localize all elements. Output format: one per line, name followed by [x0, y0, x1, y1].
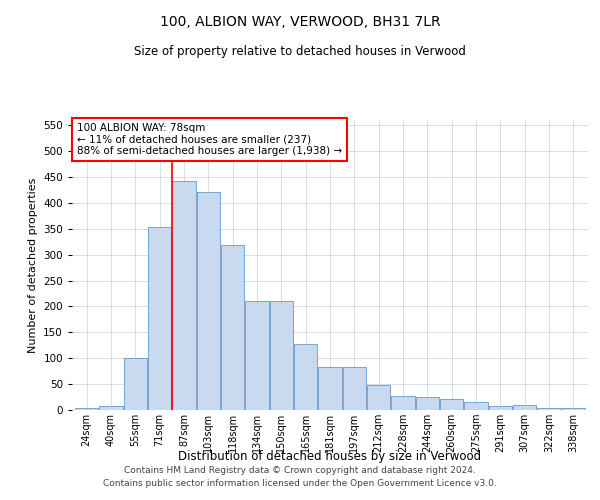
Bar	[124, 358, 147, 410]
Text: 100 ALBION WAY: 78sqm
← 11% of detached houses are smaller (237)
88% of semi-det: 100 ALBION WAY: 78sqm ← 11% of detached …	[77, 123, 342, 156]
Bar	[538, 408, 560, 410]
Bar	[489, 406, 512, 410]
Text: Size of property relative to detached houses in Verwood: Size of property relative to detached ho…	[134, 45, 466, 58]
Bar	[245, 301, 269, 410]
Bar	[416, 397, 439, 410]
Bar	[367, 385, 390, 410]
Bar	[75, 408, 98, 410]
Text: Distribution of detached houses by size in Verwood: Distribution of detached houses by size …	[178, 450, 482, 463]
Bar	[100, 406, 122, 410]
Bar	[391, 396, 415, 410]
Bar	[562, 408, 585, 410]
Bar	[343, 367, 366, 410]
Y-axis label: Number of detached properties: Number of detached properties	[28, 178, 38, 352]
Bar	[319, 367, 341, 410]
Bar	[464, 402, 488, 410]
Bar	[148, 227, 171, 410]
Bar	[221, 245, 244, 410]
Text: Contains HM Land Registry data © Crown copyright and database right 2024.
Contai: Contains HM Land Registry data © Crown c…	[103, 466, 497, 487]
Bar	[440, 399, 463, 410]
Text: 100, ALBION WAY, VERWOOD, BH31 7LR: 100, ALBION WAY, VERWOOD, BH31 7LR	[160, 15, 440, 29]
Bar	[172, 180, 196, 410]
Bar	[270, 301, 293, 410]
Bar	[294, 344, 317, 410]
Bar	[197, 192, 220, 410]
Bar	[513, 405, 536, 410]
